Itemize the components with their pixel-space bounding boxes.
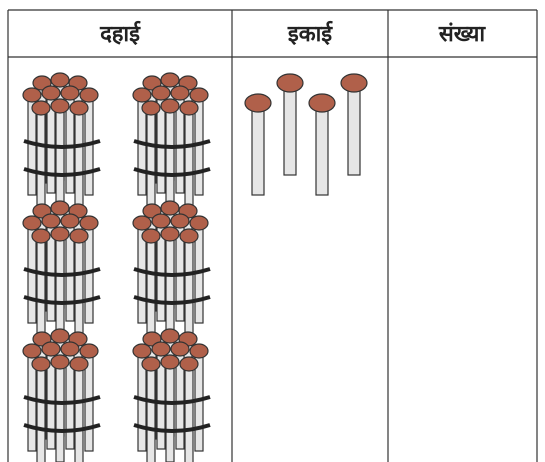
single bbox=[308, 93, 336, 196]
bundle bbox=[23, 329, 100, 462]
bundle bbox=[23, 73, 100, 208]
table-lines bbox=[7, 9, 538, 462]
single bbox=[244, 93, 272, 196]
bundle bbox=[23, 201, 100, 336]
bundle bbox=[133, 329, 210, 462]
single bbox=[276, 73, 304, 176]
bundle bbox=[133, 201, 210, 336]
column-header: दहाई bbox=[99, 20, 141, 47]
column-header: संख्या bbox=[438, 22, 487, 47]
single bbox=[340, 73, 368, 176]
bundle bbox=[133, 73, 210, 208]
column-header: इकाई bbox=[287, 20, 333, 47]
